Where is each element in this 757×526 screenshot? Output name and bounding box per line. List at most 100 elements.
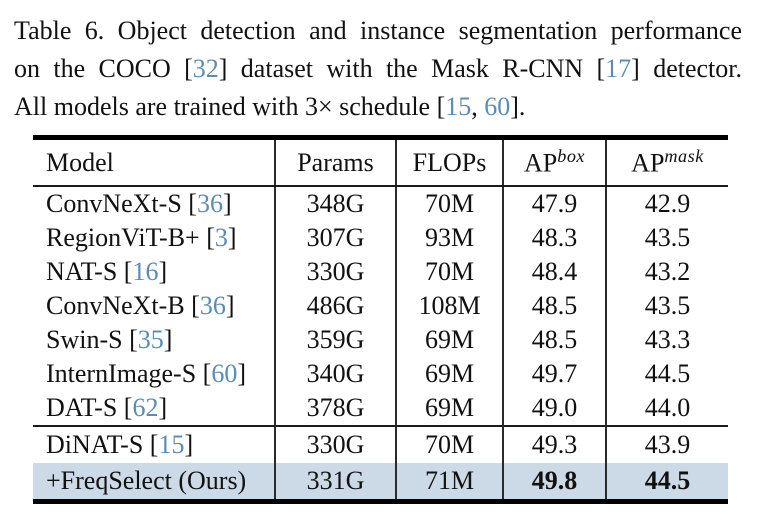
citation-link[interactable]: 3 [214, 223, 228, 252]
header-params: Params [274, 137, 396, 187]
model-cell: NAT-S [16] [33, 255, 275, 289]
bracket: ] [158, 393, 168, 422]
model-cell: +FreqSelect (Ours) [33, 463, 275, 502]
model-name: +FreqSelect (Ours) [46, 466, 247, 495]
bracket: [ [123, 393, 133, 422]
table-row: DAT-S [62] 378G 69M 49.0 44.0 [33, 391, 728, 426]
model-name: DiNAT-S [46, 430, 150, 459]
ap-box-cell: 47.9 [502, 186, 606, 221]
bracket: ] [222, 189, 232, 218]
params-cell: 348G [274, 186, 396, 221]
ap-box-superscript: box [557, 146, 585, 167]
caption-text: ]. [510, 92, 526, 121]
caption-text: , [471, 92, 485, 121]
flops-cell: 71M [395, 463, 503, 502]
header-ap-mask: APmask [605, 137, 728, 187]
citation-link[interactable]: 16 [132, 257, 159, 286]
bracket: [ [123, 257, 133, 286]
bracket: [ [202, 359, 212, 388]
citation-link[interactable]: 60 [211, 359, 238, 388]
bracket: ] [158, 257, 168, 286]
ap-box-cell: 49.3 [502, 425, 606, 463]
bracket: ] [237, 359, 247, 388]
caption-line-3: All models are trained with 3× schedule … [14, 88, 742, 126]
model-name: InternImage-S [46, 359, 203, 388]
model-cell: Swin-S [35] [33, 323, 275, 357]
header-ap-box: APbox [502, 137, 606, 187]
params-cell: 486G [274, 289, 396, 323]
comparison-group: DiNAT-S [15] 330G 70M 49.3 43.9 +FreqSel… [33, 425, 728, 502]
model-name: NAT-S [46, 257, 124, 286]
ap-box-cell: 49.0 [502, 391, 606, 426]
flops-cell: 70M [395, 255, 503, 289]
ap-box-cell: 48.5 [502, 289, 606, 323]
flops-cell: 69M [395, 323, 503, 357]
table-row: InternImage-S [60] 340G 69M 49.7 44.5 [33, 357, 728, 391]
table-row-dinat: DiNAT-S [15] 330G 70M 49.3 43.9 [33, 425, 728, 463]
model-cell: ConvNeXt-B [36] [33, 289, 275, 323]
bracket: [ [149, 430, 159, 459]
header-model: Model [33, 137, 275, 187]
params-cell: 330G [274, 255, 396, 289]
model-cell: DAT-S [62] [33, 391, 275, 426]
ap-mask-superscript: mask [664, 146, 704, 167]
citation-link-17[interactable]: 17 [605, 54, 632, 83]
bracket: ] [227, 223, 237, 252]
params-cell: 340G [274, 357, 396, 391]
caption-line-1: Table 6. Object detection and instance s… [14, 12, 742, 50]
ap-box-cell: 48.4 [502, 255, 606, 289]
ap-mask-cell: 43.3 [605, 323, 728, 357]
ap-mask-cell: 42.9 [605, 186, 728, 221]
citation-link[interactable]: 62 [132, 393, 159, 422]
citation-link[interactable]: 35 [137, 325, 164, 354]
caption-text: on the COCO [ [14, 54, 193, 83]
ap-base: AP [523, 148, 558, 178]
caption-text: ] detector. [631, 54, 742, 83]
bracket: ] [225, 291, 235, 320]
table-row: NAT-S [16] 330G 70M 48.4 43.2 [33, 255, 728, 289]
flops-cell: 70M [395, 425, 503, 463]
table-row: ConvNeXt-B [36] 486G 108M 48.5 43.5 [33, 289, 728, 323]
bracket: [ [188, 189, 197, 218]
citation-link[interactable]: 36 [196, 189, 223, 218]
flops-cell: 93M [395, 221, 503, 255]
results-table: Model Params FLOPs APbox APmask ConvNeXt… [33, 135, 728, 504]
model-name: RegionViT-B+ [46, 223, 207, 252]
citation-link-32[interactable]: 32 [192, 54, 219, 83]
ap-base: AP [631, 148, 665, 178]
model-cell: ConvNeXt-S [36] [33, 186, 275, 221]
model-name: Swin-S [46, 325, 130, 354]
params-cell: 331G [274, 463, 396, 502]
table-row: Swin-S [35] 359G 69M 48.5 43.3 [33, 323, 728, 357]
model-name: DAT-S [46, 393, 124, 422]
model-cell: DiNAT-S [15] [33, 425, 275, 463]
ap-mask-cell-best: 44.5 [605, 463, 728, 502]
table-header: Model Params FLOPs APbox APmask [33, 137, 728, 187]
params-cell: 307G [274, 221, 396, 255]
citation-link-60[interactable]: 60 [484, 92, 511, 121]
table-row: RegionViT-B+ [3] 307G 93M 48.3 43.5 [33, 221, 728, 255]
header-row: Model Params FLOPs APbox APmask [33, 137, 728, 187]
ap-box-cell-best: 49.8 [502, 463, 606, 502]
table-row: ConvNeXt-S [36] 348G 70M 47.9 42.9 [33, 186, 728, 221]
flops-cell: 70M [395, 186, 503, 221]
main-group: ConvNeXt-S [36] 348G 70M 47.9 42.9 Regio… [33, 186, 728, 426]
params-cell: 378G [274, 391, 396, 426]
caption-line-2: on the COCO [32] dataset with the Mask R… [14, 50, 742, 88]
citation-link[interactable]: 36 [199, 291, 226, 320]
ap-mask-cell: 44.0 [605, 391, 728, 426]
caption-text: Table 6. Object detection and instance s… [14, 16, 742, 45]
caption-text: ] dataset with the Mask R-CNN [ [218, 54, 606, 83]
flops-cell: 108M [395, 289, 503, 323]
ap-mask-cell: 43.5 [605, 221, 728, 255]
ap-mask-cell: 44.5 [605, 357, 728, 391]
ap-mask-cell: 43.5 [605, 289, 728, 323]
citation-link-15[interactable]: 15 [445, 92, 472, 121]
header-flops: FLOPs [395, 137, 503, 187]
params-cell: 330G [274, 425, 396, 463]
flops-cell: 69M [395, 357, 503, 391]
citation-link[interactable]: 15 [158, 430, 185, 459]
bracket: [ [129, 325, 138, 354]
bracket: [ [206, 223, 215, 252]
